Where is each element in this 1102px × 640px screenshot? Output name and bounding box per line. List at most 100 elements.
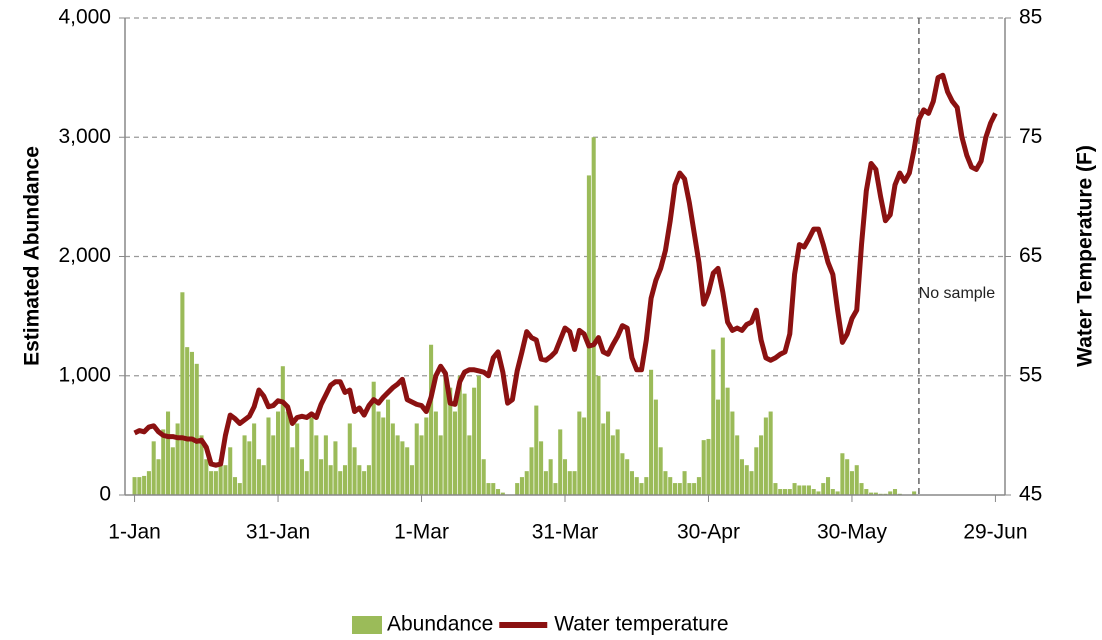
bar [386,399,391,495]
bar [773,483,778,495]
bar [496,489,501,495]
bar [806,485,811,495]
bar [835,491,840,495]
annotation: No sample [918,285,996,302]
bar [739,459,744,495]
bar [873,492,878,495]
y2-tick-label: 75 [1019,125,1042,148]
bar [515,483,520,495]
bar [323,435,328,495]
bar [476,375,481,495]
bar [424,417,429,495]
bar [438,435,443,495]
bar [572,471,577,495]
bar [730,411,735,495]
bar [429,344,434,495]
bar [232,477,238,495]
bar [610,435,615,495]
bar [280,366,285,495]
bar [577,411,582,495]
bar [443,375,448,495]
bar [209,471,214,495]
bar [864,489,869,495]
bar [276,411,281,495]
line [133,72,998,468]
y2-tick-label: 45 [1019,483,1042,506]
bar [562,459,568,495]
bar [677,483,682,495]
bar [500,492,505,495]
bar [606,411,611,495]
bar [749,471,754,495]
bar [558,429,563,495]
bar [821,483,826,495]
bar [548,459,553,495]
bar [782,489,788,495]
bar [376,411,381,495]
bar [448,387,453,495]
bar [711,349,716,495]
bar [620,453,625,495]
bar [381,417,386,495]
y-tick-label: 3,000 [58,125,111,148]
bar [625,459,630,495]
bar [309,417,314,495]
bar [261,465,266,495]
bar [419,435,424,495]
bar [252,423,257,495]
bar [586,175,591,495]
bar [811,489,816,495]
bar [285,411,290,495]
y-tick-label: 2,000 [58,244,111,267]
bar [457,375,462,495]
bar [299,459,304,495]
bar [295,423,300,495]
bar [146,471,151,495]
bar [161,429,166,495]
bar [601,423,606,495]
bar [218,459,223,495]
bar [185,347,190,495]
x-tick-label: 31-Jan [246,521,310,544]
bar [701,440,706,495]
bar [869,492,874,495]
bar [491,483,496,495]
bar [802,485,807,495]
bar [539,441,544,495]
bar [519,477,524,495]
bar [199,435,204,495]
bar [228,447,233,495]
y-tick-label: 4,000 [58,6,111,29]
bar [486,483,491,495]
bar [342,465,348,495]
bar [481,459,486,495]
bar [266,417,271,495]
bar [390,423,395,495]
bar [888,491,893,495]
bar [744,465,749,495]
bar [912,491,917,495]
bar [692,483,697,495]
bar [797,485,802,495]
x-tick-label: 1-Jan [108,521,161,544]
bar [591,137,596,495]
bar [189,351,194,495]
bar [314,435,319,495]
bar [352,447,357,495]
bar [524,471,529,495]
bar [644,477,649,495]
bar [204,459,209,495]
bar [787,489,792,495]
bar [840,453,845,495]
bar [338,471,343,495]
bar [849,471,854,495]
bar [362,471,367,495]
bar [716,399,721,495]
bar [223,465,228,495]
bar [615,429,620,495]
y2-tick-label: 55 [1019,363,1042,386]
x-tick-label: 30-May [817,521,888,544]
bar [629,471,634,495]
bar [854,465,859,495]
